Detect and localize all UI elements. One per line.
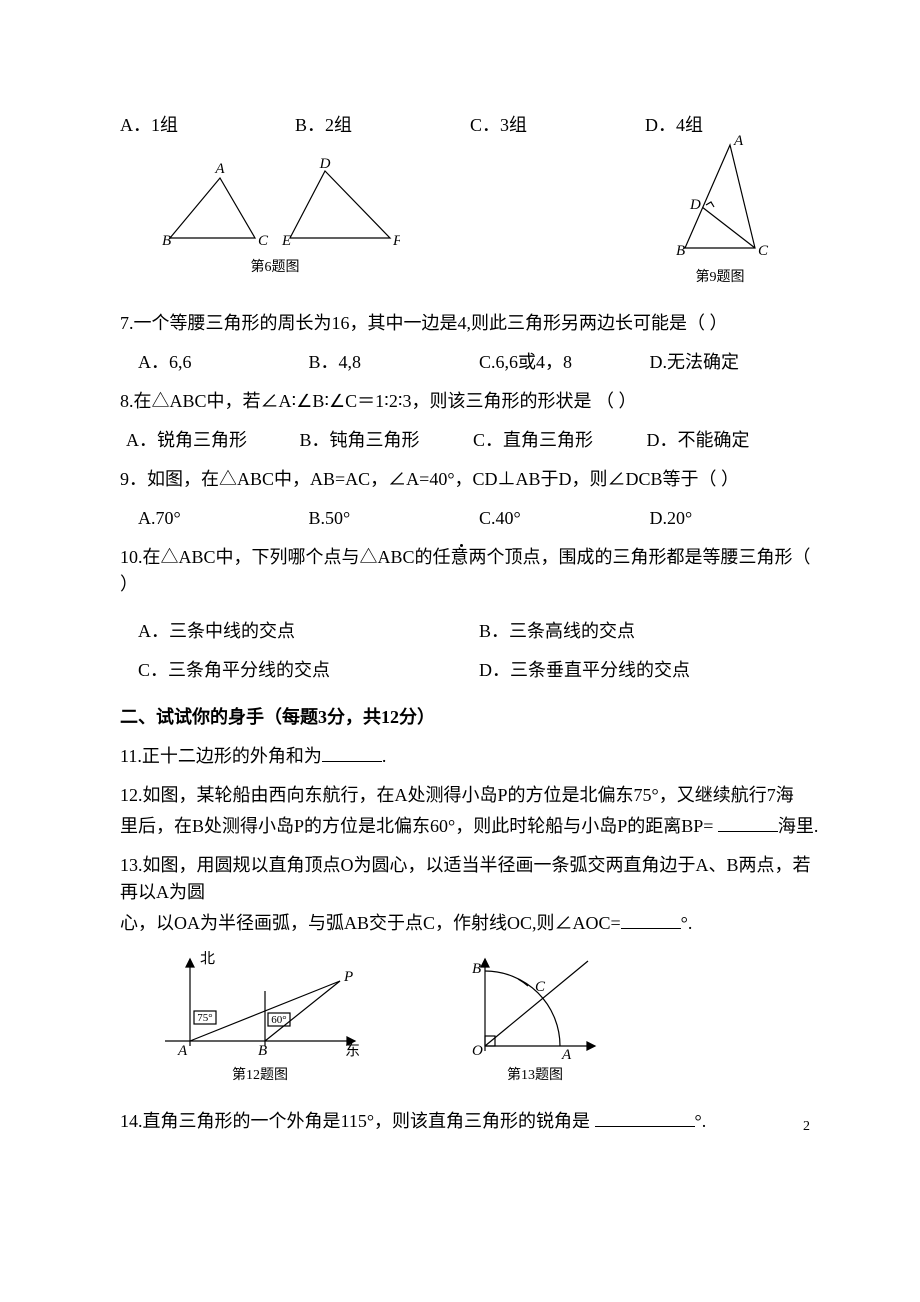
figure-row-1: A B C D E F 第6题图 A B C D 第9题图 bbox=[120, 153, 820, 288]
label-B9: B bbox=[676, 243, 685, 259]
q6-opt-a: A．1组 bbox=[120, 112, 295, 139]
label-C13: C bbox=[535, 979, 546, 995]
label-A: A bbox=[214, 161, 225, 177]
q12-line2a: 里后，在B处测得小岛P的方位是北偏东60°，则此时轮船与小岛P的距离BP= bbox=[120, 816, 718, 836]
q10-opt-b: B．三条高线的交点 bbox=[479, 618, 820, 645]
label-B: B bbox=[162, 233, 171, 249]
q11: 11.正十二边形的外角和为. bbox=[120, 743, 820, 770]
label-north: 北 bbox=[200, 951, 215, 967]
q12-blank bbox=[718, 813, 778, 832]
label-O13: O bbox=[472, 1043, 483, 1059]
q7-options: A．6,6 B．4,8 C.6,6或4，8 D.无法确定 bbox=[120, 349, 820, 376]
caption-q9: 第9题图 bbox=[696, 267, 745, 288]
label-B12: B bbox=[258, 1043, 267, 1059]
label-east: 东 bbox=[345, 1042, 360, 1059]
q11-post: . bbox=[382, 746, 387, 766]
label-B13: B bbox=[472, 961, 481, 977]
q13-blank bbox=[621, 910, 681, 929]
q9-opt-b: B.50° bbox=[309, 505, 480, 532]
q12-line2b: 海里. bbox=[778, 816, 819, 836]
label-60: 60° bbox=[271, 1014, 286, 1026]
label-75: 75° bbox=[197, 1012, 212, 1024]
q13-line1: 13.如图，用圆规以直角顶点O为圆心，以适当半径画一条弧交两直角边于A、B两点，… bbox=[120, 852, 820, 906]
q8-text: 8.在△ABC中，若∠A∶∠B∶∠C＝1∶2∶3，则该三角形的形状是 （ ） bbox=[120, 388, 820, 415]
label-C9: C bbox=[758, 243, 769, 259]
page-number: 2 bbox=[803, 1116, 810, 1137]
label-F: F bbox=[392, 233, 400, 249]
q13-line2a: 心，以OA为半径画弧，与弧AB交于点C，作射线OC,则∠AOC= bbox=[120, 913, 621, 933]
label-A12: A bbox=[177, 1043, 188, 1059]
figure-q12: 75° 60° 北 东 A B P 第12题图 bbox=[150, 951, 370, 1086]
q9-opt-c: C.40° bbox=[479, 505, 650, 532]
label-P12: P bbox=[343, 969, 353, 985]
q7-opt-a: A．6,6 bbox=[138, 349, 309, 376]
q8-opt-a: A．锐角三角形 bbox=[126, 427, 300, 454]
label-E: E bbox=[281, 233, 291, 249]
caption-q6: 第6题图 bbox=[251, 257, 300, 278]
q6-triangles-svg: A B C D E F bbox=[150, 153, 400, 253]
q6-opt-c: C．3组 bbox=[470, 112, 645, 139]
figure-q13: O A B C 第13题图 bbox=[460, 951, 610, 1086]
figure-row-2: 75° 60° 北 东 A B P 第12题图 bbox=[120, 951, 820, 1086]
q14-post: °. bbox=[695, 1111, 707, 1131]
label-A13: A bbox=[561, 1047, 572, 1061]
q9-text: 9．如图，在△ABC中，AB=AC，∠A=40°，CD⊥AB于D，则∠DCB等于… bbox=[120, 466, 820, 493]
q10-opt-a: A．三条中线的交点 bbox=[138, 618, 479, 645]
decorative-dot bbox=[460, 544, 463, 547]
q13-diagram-svg: O A B C bbox=[460, 951, 610, 1061]
label-C: C bbox=[258, 233, 269, 249]
q9-options: A.70° B.50° C.40° D.20° bbox=[120, 505, 820, 532]
q12-diagram-svg: 75° 60° 北 东 A B P bbox=[150, 951, 370, 1061]
q14: 14.直角三角形的一个外角是115°，则该直角三角形的锐角是 °. bbox=[120, 1108, 820, 1135]
q13-line2b: °. bbox=[681, 913, 693, 933]
q7-opt-b: B．4,8 bbox=[309, 349, 480, 376]
q11-blank bbox=[322, 743, 382, 762]
q9-opt-a: A.70° bbox=[138, 505, 309, 532]
q9-triangle-svg: A B C D bbox=[660, 133, 780, 263]
label-D9: D bbox=[689, 197, 701, 213]
q12-line1: 12.如图，某轮船由西向东航行，在A处测得小岛P的方位是北偏东75°，又继续航行… bbox=[120, 782, 820, 809]
q7-opt-c: C.6,6或4，8 bbox=[479, 349, 650, 376]
q7-text: 7.一个等腰三角形的周长为16，其中一边是4,则此三角形另两边长可能是（ ） bbox=[120, 310, 820, 337]
caption-q13: 第13题图 bbox=[507, 1065, 563, 1086]
q12-line2: 里后，在B处测得小岛P的方位是北偏东60°，则此时轮船与小岛P的距离BP= 海里… bbox=[120, 813, 820, 840]
q9-opt-d: D.20° bbox=[650, 505, 821, 532]
q10-opt-d: D．三条垂直平分线的交点 bbox=[479, 657, 820, 684]
q6-opt-b: B．2组 bbox=[295, 112, 470, 139]
label-D: D bbox=[319, 156, 331, 172]
q11-pre: 11.正十二边形的外角和为 bbox=[120, 746, 322, 766]
figure-q9: A B C D 第9题图 bbox=[660, 133, 780, 288]
q10-opt-c: C．三条角平分线的交点 bbox=[138, 657, 479, 684]
q8-opt-d: D．不能确定 bbox=[647, 427, 821, 454]
q8-options: A．锐角三角形 B．钝角三角形 C．直角三角形 D．不能确定 bbox=[120, 427, 820, 454]
q14-pre: 14.直角三角形的一个外角是115°，则该直角三角形的锐角是 bbox=[120, 1111, 595, 1131]
label-A9: A bbox=[733, 133, 744, 149]
q10-text: 10.在△ABC中，下列哪个点与△ABC的任意两个顶点，围成的三角形都是等腰三角… bbox=[120, 544, 820, 598]
q8-opt-b: B．钝角三角形 bbox=[300, 427, 474, 454]
q8-opt-c: C．直角三角形 bbox=[473, 427, 647, 454]
q10-options: A．三条中线的交点 B．三条高线的交点 C．三条角平分线的交点 D．三条垂直平分… bbox=[120, 612, 820, 690]
q14-blank bbox=[595, 1108, 695, 1127]
caption-q12: 第12题图 bbox=[232, 1065, 288, 1086]
q7-opt-d: D.无法确定 bbox=[650, 349, 821, 376]
section2-header: 二、试试你的身手（每题3分，共12分） bbox=[120, 704, 820, 731]
q13-line2: 心，以OA为半径画弧，与弧AB交于点C，作射线OC,则∠AOC= °. bbox=[120, 910, 820, 937]
figure-q6: A B C D E F 第6题图 bbox=[150, 153, 400, 278]
